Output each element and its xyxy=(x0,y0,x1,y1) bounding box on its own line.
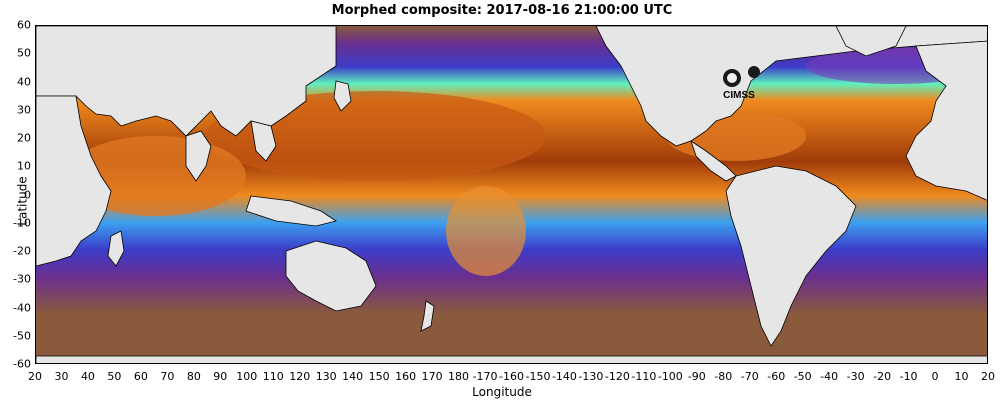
x-tick-label: -150 xyxy=(525,370,551,383)
x-tick-label: 150 xyxy=(368,370,390,383)
x-tick-label: -120 xyxy=(604,370,630,383)
x-tick-label: -10 xyxy=(899,370,918,383)
x-tick-label: -20 xyxy=(873,370,892,383)
x-tick-label: -100 xyxy=(657,370,683,383)
x-axis-label: Longitude xyxy=(472,385,532,399)
map-title: Morphed composite: 2017-08-16 21:00:00 U… xyxy=(331,3,673,18)
x-tick-label: -170 xyxy=(472,370,498,383)
x-tick-label: 60 xyxy=(133,370,148,383)
indochina xyxy=(250,120,277,162)
x-tick-label: 170 xyxy=(421,370,443,383)
x-tick-label: 70 xyxy=(160,370,175,383)
x-tick-label: 100 xyxy=(236,370,258,383)
x-tick-label: 180 xyxy=(448,370,470,383)
x-tick-label: 160 xyxy=(395,370,417,383)
y-tick-label: -30 xyxy=(13,272,31,286)
x-tick-label: -130 xyxy=(578,370,604,383)
x-tick-label: 30 xyxy=(54,370,69,383)
central-america xyxy=(690,140,737,182)
cimss-logo: CIMSS xyxy=(723,66,760,101)
x-tick-label: 40 xyxy=(80,370,95,383)
australia xyxy=(285,240,377,312)
x-tick-label: -90 xyxy=(687,370,706,383)
y-tick-label: 20 xyxy=(17,131,31,145)
x-tick-label: -60 xyxy=(767,370,786,383)
x-tick-label: 20 xyxy=(28,370,42,383)
x-tick-label: 80 xyxy=(186,370,201,383)
x-tick-label: 140 xyxy=(342,370,364,383)
x-tick-label: -160 xyxy=(499,370,524,383)
x-tick-label: 130 xyxy=(315,370,337,383)
x-tick-label: 120 xyxy=(289,370,311,383)
x-tick-label: -30 xyxy=(846,370,865,383)
x-tick-label: 10 xyxy=(954,370,969,383)
x-tick-label: 110 xyxy=(262,370,284,383)
antarctica xyxy=(36,355,987,363)
y-tick-label: 40 xyxy=(17,75,31,88)
west-pacific-moisture xyxy=(206,91,546,181)
y-tick-label: 10 xyxy=(17,159,31,173)
y-tick-label: -60 xyxy=(13,357,31,371)
x-tick-label: -80 xyxy=(714,370,733,383)
japan xyxy=(333,80,352,112)
x-tick-label: 20 xyxy=(981,370,995,383)
x-tick-label: -70 xyxy=(740,370,759,383)
y-tick-label: -10 xyxy=(13,216,31,230)
y-axis-label: Latitude xyxy=(15,176,30,226)
africa xyxy=(36,95,112,267)
x-tick-label: 50 xyxy=(107,370,122,383)
moisture-field xyxy=(36,26,987,363)
y-tick-label: -40 xyxy=(13,301,31,314)
madagascar xyxy=(107,230,125,267)
land-masses xyxy=(36,26,987,363)
x-tick-label: -40 xyxy=(820,370,839,383)
eurasia xyxy=(36,26,337,137)
new-zealand xyxy=(420,300,435,332)
y-tick-label: 50 xyxy=(17,46,31,60)
x-tick-label: -140 xyxy=(551,370,577,383)
north-america xyxy=(595,26,987,147)
cimss-logo-text: CIMSS xyxy=(723,90,755,101)
y-tick-label: 30 xyxy=(17,103,31,117)
x-tick-label: -110 xyxy=(631,370,657,383)
x-tick-label: 90 xyxy=(213,370,228,383)
y-tick-label: -50 xyxy=(13,329,31,343)
indonesia xyxy=(245,195,337,227)
y-tick-label: 0 xyxy=(24,188,31,201)
india xyxy=(185,130,212,182)
y-tick-label: -20 xyxy=(13,244,31,258)
greenland xyxy=(835,26,907,57)
south-pacific-convergence xyxy=(446,186,526,276)
south-america xyxy=(725,165,857,347)
x-tick-label: 0 xyxy=(931,370,939,383)
x-tick-label: -50 xyxy=(793,370,812,383)
europe-africa-east xyxy=(905,40,987,201)
y-tick-label: 60 xyxy=(17,18,31,32)
world-map: CIMSS xyxy=(35,25,988,364)
